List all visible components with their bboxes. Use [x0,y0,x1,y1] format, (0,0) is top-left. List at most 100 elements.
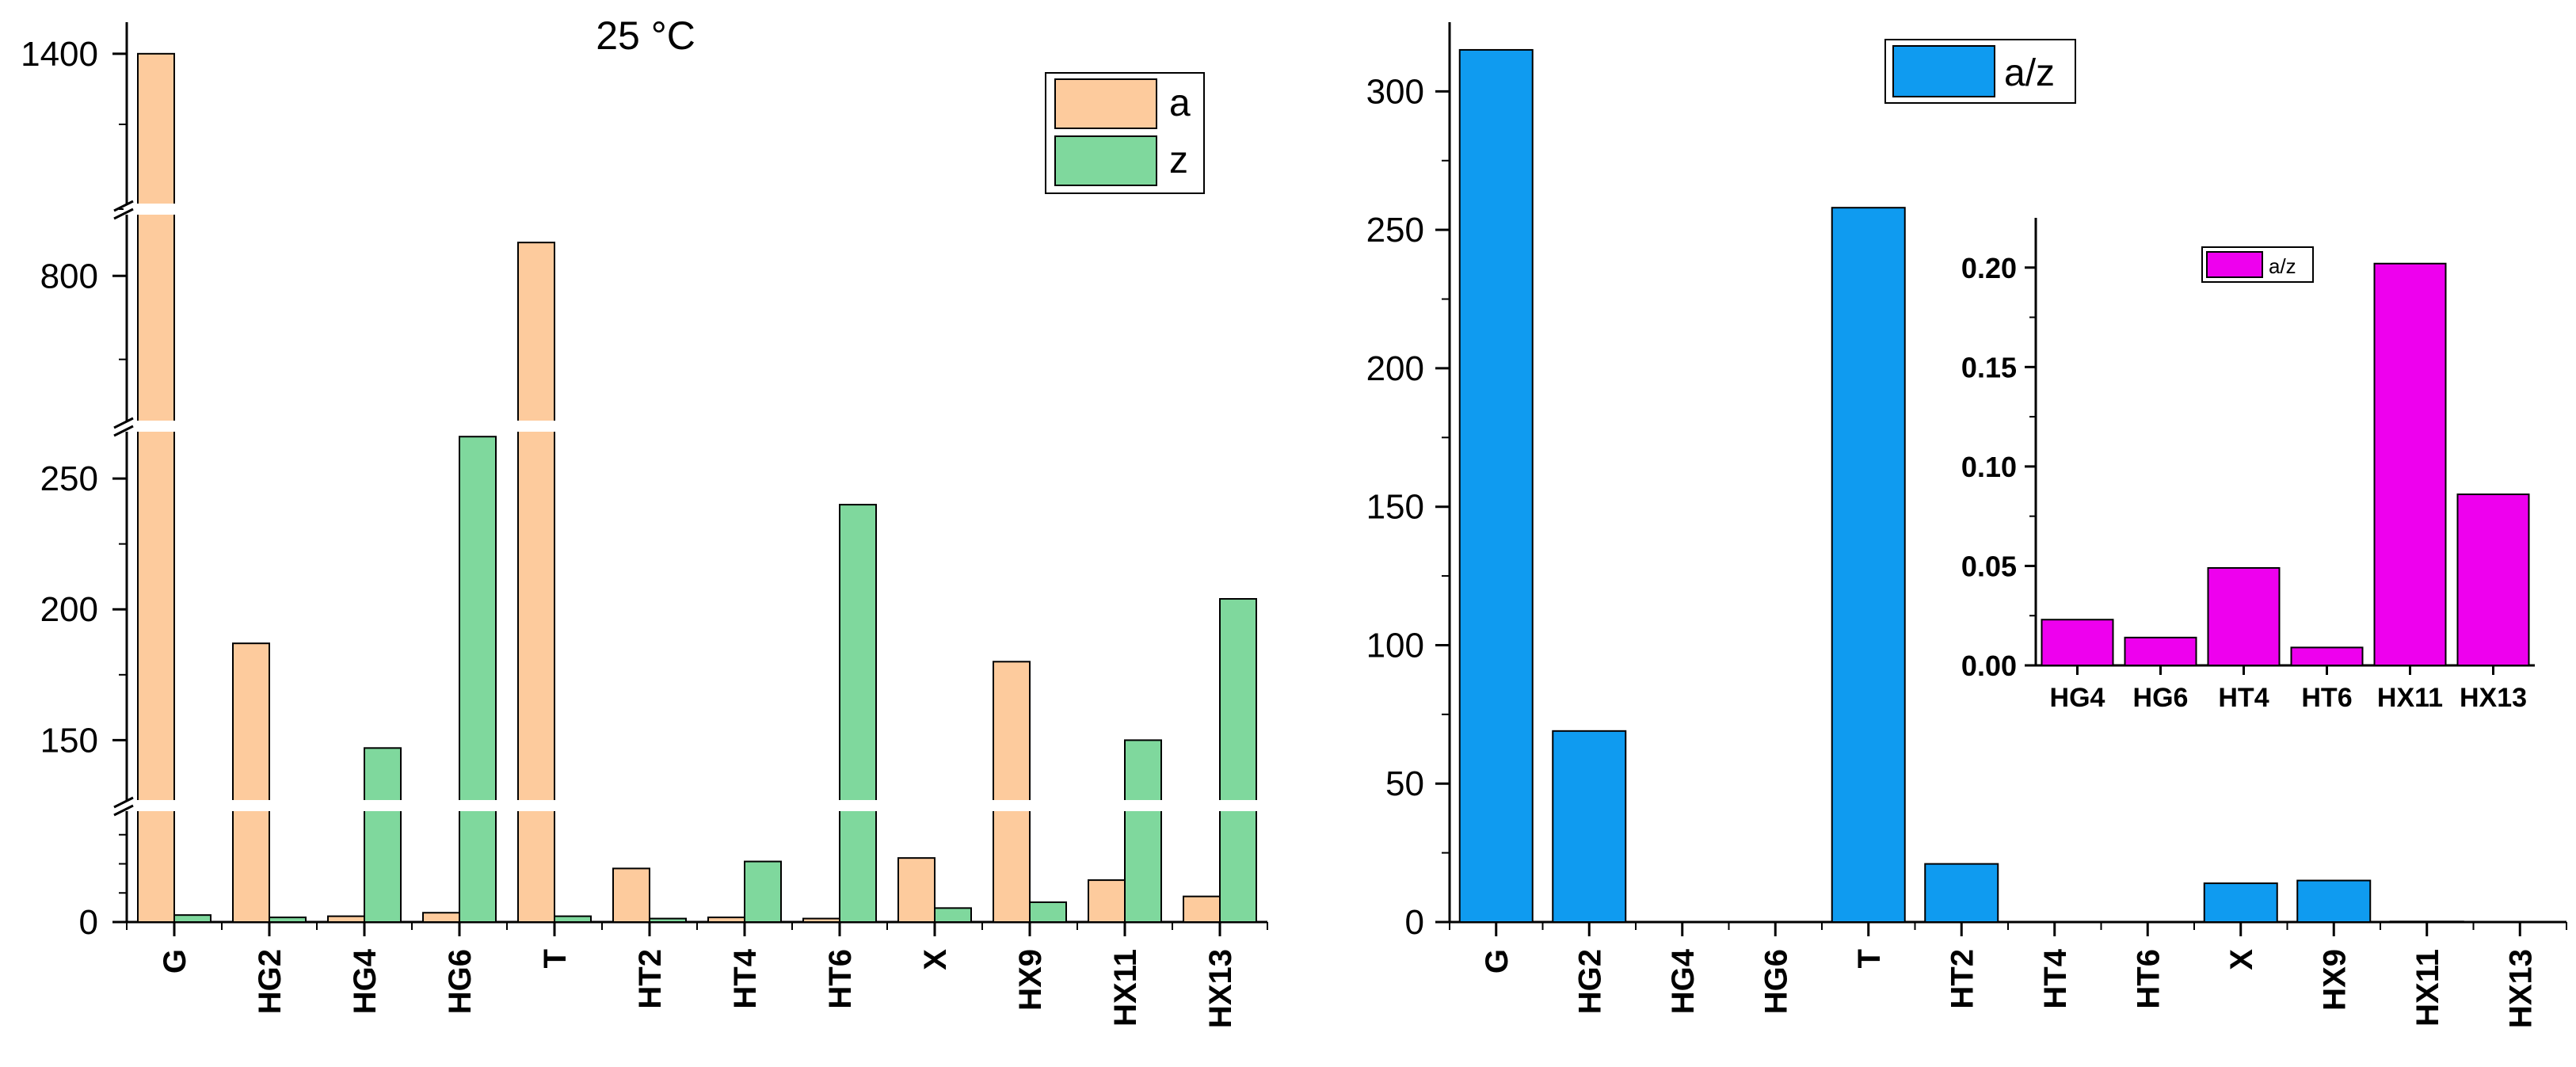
right-x-tick-label: G [1480,949,1515,974]
inset-bar-az-HT4 [2208,568,2280,665]
left-x-tick-label: HG6 [443,949,478,1014]
bar-z-HG6 [459,436,496,922]
left-y-tick-label: 1400 [21,35,98,74]
bar-z-HG2 [269,917,306,922]
bar-a-HT2 [613,868,650,922]
bar-z-HT2 [650,919,686,922]
inset-bar-az-HX11 [2375,264,2446,665]
right-x-tick-label: HG4 [1666,948,1701,1014]
chart-inset: 0.00 0.05 0.10 0.15 0.20 HG4 HG6 HT4 HT6 HX11 HX13… [1961,218,2535,713]
right-x-tick-label: HG6 [1759,949,1793,1014]
inset-y-tick-label: 0.10 [1961,451,2017,483]
left-x-tick-label: G [158,949,192,974]
right-x-tick-label: X [2224,949,2259,970]
left-y-tick-label: 250 [40,459,98,498]
bar-az-HX11 [2391,921,2464,922]
inset-x-tick-label: HX11 [2377,683,2443,713]
bar-a-HG6 [423,913,459,922]
right-x-tick-label: HT2 [1945,949,1980,1009]
inset-x-tick-label: HT6 [2301,683,2352,713]
inset-bar-az-HX13 [2458,494,2529,665]
inset-x-tick-label: HT4 [2218,683,2269,713]
left-x-tick-label: HT2 [633,949,668,1009]
bar-az-T [1832,208,1905,922]
bar-a-HG4 [328,916,364,922]
bar-z-X [935,908,971,922]
inset-x-tick-label: HG6 [2133,683,2189,713]
inset-bar-az-HT6 [2292,647,2363,665]
right-x-tick-label: T [1852,949,1887,968]
bar-z-T [554,916,591,922]
bar-a-HG2 [233,643,269,922]
right-y-tick-label: 150 [1366,488,1424,527]
bar-z-HX13 [1220,599,1256,922]
legend-swatch-a [1055,79,1157,128]
bar-z-HT6 [840,505,876,922]
axis-break-gap [124,421,1264,432]
bar-az-HT2 [1925,864,1998,922]
right-x-tick-label: HX13 [2503,949,2538,1028]
bar-a-HT4 [708,917,745,922]
inset-y-tick-label: 0.00 [1961,650,2017,682]
left-y-tick-label: 0 [79,903,98,942]
inset-legend-label: a/z [2269,254,2296,278]
inset-y-tick-label: 0.05 [1961,550,2017,582]
bar-a-G [138,54,174,922]
left-x-tick-label: HG4 [348,948,383,1014]
left-x-tick-label: HX9 [1013,949,1048,1011]
left-x-tick-label: HT6 [823,949,858,1009]
right-x-tick-label: HX11 [2410,949,2445,1027]
right-y-tick-label: 250 [1366,211,1424,250]
right-x-tick-label: HT4 [2038,948,2073,1008]
inset-y-tick-label: 0.20 [1961,252,2017,284]
left-x-tick-label: HG2 [253,949,288,1014]
left-chart-title: 25 °C [596,13,695,58]
right-x-tick-label: HX9 [2317,949,2352,1011]
inset-bar-az-HG4 [2042,619,2113,665]
legend-swatch-z [1055,136,1157,185]
right-y-tick-label: 100 [1366,626,1424,665]
inset-x-tick-label: HG4 [2050,683,2105,713]
axis-break-gap [124,204,1264,215]
chart-left: 25 °C 0 150 200 250 800 1400 G HG2 HG4 HG6 T HT2 HT4 H… [21,13,1267,1028]
bar-a-HX11 [1088,880,1125,922]
bar-az-HG2 [1553,731,1625,922]
legend-label-az: a/z [2004,52,2055,94]
bar-z-HX9 [1030,902,1066,922]
bar-a-HT6 [803,919,840,922]
right-x-tick-label: HT6 [2131,949,2166,1009]
inset-legend-swatch [2207,252,2262,277]
left-x-tick-label: X [918,949,953,970]
bar-az-X [2204,883,2277,922]
bar-a-HX9 [993,661,1030,922]
axis-break-gap [124,800,1264,811]
right-y-tick-label: 0 [1405,903,1424,942]
right-y-tick-label: 200 [1366,349,1424,388]
legend-label-z: z [1169,139,1188,181]
left-y-tick-label: 200 [40,590,98,629]
inset-y-tick-label: 0.15 [1961,351,2017,383]
legend-label-a: a [1169,82,1191,124]
left-x-tick-label: HX11 [1108,949,1143,1027]
right-x-tick-label: HG2 [1572,949,1607,1014]
left-x-tick-label: HT4 [728,948,763,1008]
right-y-tick-label: 300 [1366,72,1424,111]
right-y-tick-label: 50 [1385,764,1424,803]
bar-z-HG4 [364,748,401,922]
bar-az-G [1460,50,1533,922]
left-y-tick-label: 150 [40,721,98,760]
inset-x-tick-label: HX13 [2460,683,2527,713]
bar-a-T [518,242,554,922]
bar-a-HX13 [1183,897,1220,922]
legend-swatch-az [1893,46,1995,97]
bar-az-HX9 [2297,881,2370,922]
bar-z-G [174,915,211,922]
inset-bar-az-HG6 [2125,638,2197,665]
left-x-tick-label: T [538,949,573,968]
bar-z-HX11 [1125,740,1161,922]
bar-a-X [898,858,935,922]
left-y-tick-label: 800 [40,257,98,295]
left-x-tick-label: HX13 [1203,949,1238,1028]
